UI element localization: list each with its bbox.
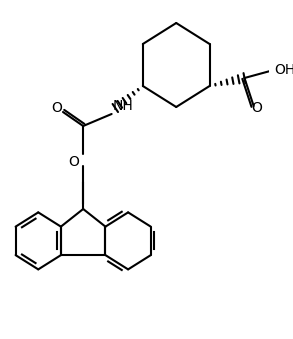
Text: O: O bbox=[251, 101, 262, 115]
Text: NH: NH bbox=[112, 99, 133, 113]
Text: OH: OH bbox=[274, 63, 293, 77]
Text: O: O bbox=[69, 155, 79, 169]
Text: O: O bbox=[51, 101, 62, 115]
